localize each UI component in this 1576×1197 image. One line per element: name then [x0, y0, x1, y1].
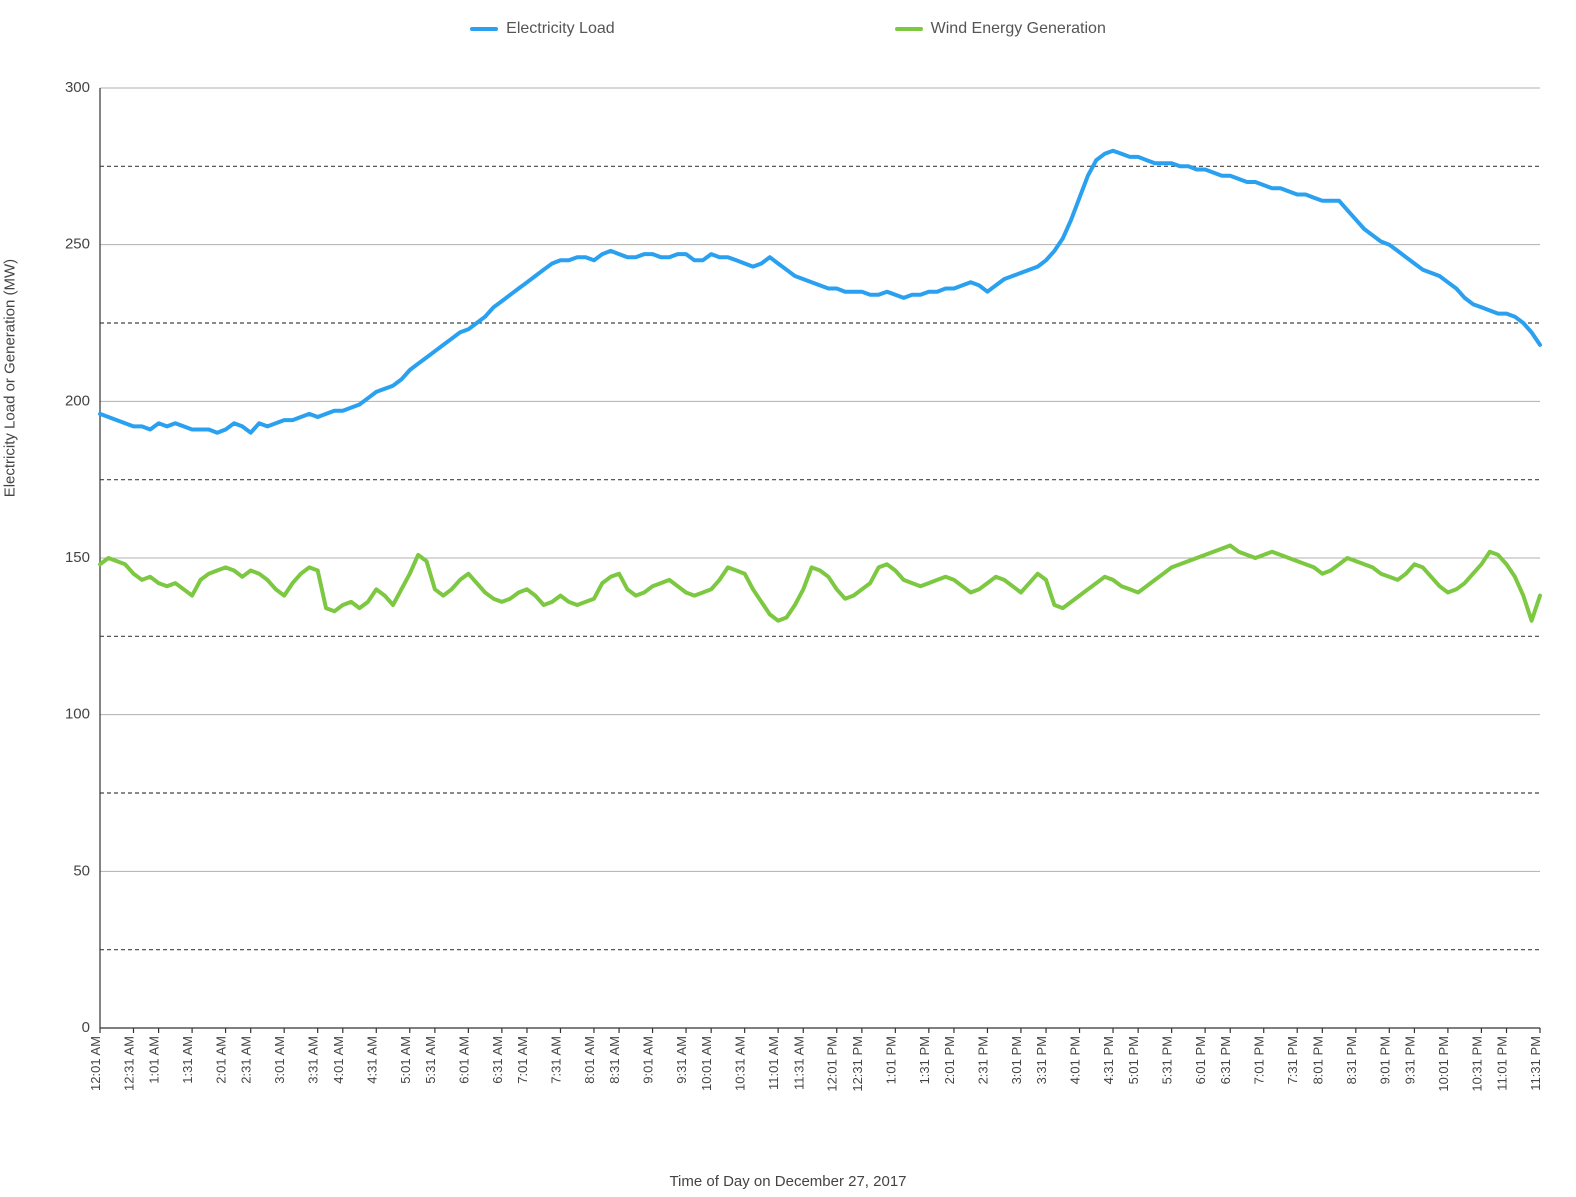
svg-text:2:31 PM: 2:31 PM	[975, 1036, 990, 1084]
svg-text:3:31 AM: 3:31 AM	[306, 1036, 321, 1084]
svg-text:9:01 AM: 9:01 AM	[641, 1036, 656, 1084]
legend-item-wind: Wind Energy Generation	[895, 20, 1106, 38]
svg-text:6:31 AM: 6:31 AM	[490, 1036, 505, 1084]
svg-text:1:31 PM: 1:31 PM	[917, 1036, 932, 1084]
svg-text:5:01 AM: 5:01 AM	[398, 1036, 413, 1084]
svg-text:12:31 AM: 12:31 AM	[121, 1036, 136, 1091]
svg-text:3:31 PM: 3:31 PM	[1034, 1036, 1049, 1084]
legend-swatch-load	[470, 27, 498, 31]
svg-text:8:31 PM: 8:31 PM	[1344, 1036, 1359, 1084]
svg-text:2:31 AM: 2:31 AM	[239, 1036, 254, 1084]
svg-text:7:31 PM: 7:31 PM	[1285, 1036, 1300, 1084]
svg-text:7:01 PM: 7:01 PM	[1252, 1036, 1267, 1084]
svg-text:9:31 AM: 9:31 AM	[674, 1036, 689, 1084]
svg-text:3:01 PM: 3:01 PM	[1009, 1036, 1024, 1084]
svg-text:1:31 AM: 1:31 AM	[180, 1036, 195, 1084]
svg-text:4:01 PM: 4:01 PM	[1068, 1036, 1083, 1084]
legend-label-load: Electricity Load	[506, 20, 615, 38]
svg-text:9:31 PM: 9:31 PM	[1402, 1036, 1417, 1084]
svg-text:8:01 PM: 8:01 PM	[1310, 1036, 1325, 1084]
svg-text:5:01 PM: 5:01 PM	[1126, 1036, 1141, 1084]
svg-text:6:31 PM: 6:31 PM	[1218, 1036, 1233, 1084]
svg-text:1:01 AM: 1:01 AM	[147, 1036, 162, 1084]
svg-text:8:01 AM: 8:01 AM	[582, 1036, 597, 1084]
svg-text:4:31 PM: 4:31 PM	[1101, 1036, 1116, 1084]
svg-text:11:31 AM: 11:31 AM	[791, 1036, 806, 1090]
svg-text:300: 300	[65, 79, 90, 96]
svg-text:50: 50	[73, 862, 90, 879]
svg-text:12:01 AM: 12:01 AM	[88, 1036, 103, 1091]
svg-text:10:31 AM: 10:31 AM	[733, 1036, 748, 1091]
svg-text:9:01 PM: 9:01 PM	[1377, 1036, 1392, 1084]
svg-text:10:31 PM: 10:31 PM	[1469, 1036, 1484, 1092]
svg-text:100: 100	[65, 706, 90, 723]
svg-text:6:01 PM: 6:01 PM	[1193, 1036, 1208, 1084]
svg-text:11:31 PM: 11:31 PM	[1528, 1036, 1543, 1091]
y-axis-label: Electricity Load or Generation (MW)	[2, 259, 19, 497]
svg-text:11:01 AM: 11:01 AM	[766, 1036, 781, 1090]
svg-text:6:01 AM: 6:01 AM	[456, 1036, 471, 1084]
svg-text:8:31 AM: 8:31 AM	[607, 1036, 622, 1084]
svg-text:1:01 PM: 1:01 PM	[883, 1036, 898, 1084]
svg-text:12:01 PM: 12:01 PM	[825, 1036, 840, 1092]
legend-swatch-wind	[895, 27, 923, 31]
chart-svg: 0 50 100 150 200 250 300 12:01 AM 12:31 AM 1:01 A…	[20, 48, 1556, 1168]
svg-text:2:01 PM: 2:01 PM	[942, 1036, 957, 1084]
svg-text:10:01 AM: 10:01 AM	[699, 1036, 714, 1091]
svg-text:5:31 PM: 5:31 PM	[1160, 1036, 1175, 1084]
svg-text:4:31 AM: 4:31 AM	[364, 1036, 379, 1084]
svg-text:7:01 AM: 7:01 AM	[515, 1036, 530, 1084]
svg-text:0: 0	[82, 1019, 90, 1036]
legend-item-load: Electricity Load	[470, 20, 615, 38]
svg-text:4:01 AM: 4:01 AM	[331, 1036, 346, 1084]
svg-text:7:31 AM: 7:31 AM	[548, 1036, 563, 1084]
x-axis-label: Time of Day on December 27, 2017	[20, 1173, 1556, 1190]
svg-text:3:01 AM: 3:01 AM	[272, 1036, 287, 1084]
svg-text:150: 150	[65, 549, 90, 566]
svg-text:10:01 PM: 10:01 PM	[1436, 1036, 1451, 1092]
svg-text:12:31 PM: 12:31 PM	[850, 1036, 865, 1092]
svg-text:11:01 PM: 11:01 PM	[1495, 1036, 1510, 1091]
svg-text:2:01 AM: 2:01 AM	[214, 1036, 229, 1084]
chart-container: Electricity Load Wind Energy Generation …	[20, 20, 1556, 1177]
legend: Electricity Load Wind Energy Generation	[20, 20, 1556, 38]
legend-label-wind: Wind Energy Generation	[931, 20, 1106, 38]
svg-text:250: 250	[65, 236, 90, 253]
svg-text:5:31 AM: 5:31 AM	[423, 1036, 438, 1084]
svg-text:200: 200	[65, 392, 90, 409]
